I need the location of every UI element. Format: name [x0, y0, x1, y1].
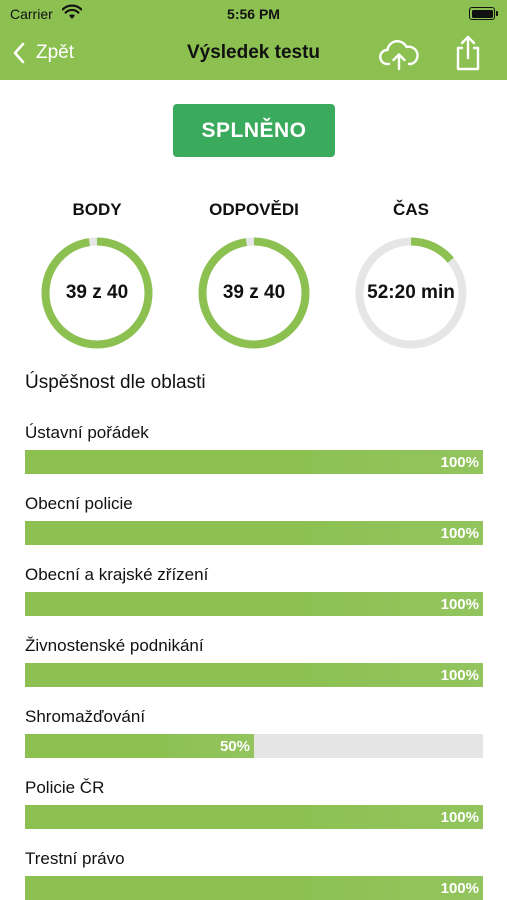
- area-percent-label: 50%: [219, 738, 250, 755]
- stat-value: 39 z 40: [222, 282, 286, 303]
- area-name: Shromažďování: [25, 707, 146, 726]
- area-progress-bar: 100%: [25, 663, 483, 687]
- area-percent-label: 100%: [440, 880, 479, 897]
- area-progress-fill: [25, 805, 483, 829]
- area-percent-label: 100%: [440, 454, 479, 471]
- stat-points: BODY 39 z 40: [27, 200, 167, 350]
- progress-ring: 39 z 40: [197, 236, 311, 350]
- area-row: Policie ČR 100%: [25, 775, 483, 846]
- page-title: Výsledek testu: [186, 42, 321, 63]
- area-name: Policie ČR: [25, 778, 105, 797]
- cloud-upload-icon[interactable]: [379, 36, 419, 72]
- stat-answers: ODPOVĚDI 39 z 40: [184, 200, 324, 350]
- area-percent-label: 100%: [440, 667, 479, 684]
- area-name: Ústavní pořádek: [25, 423, 149, 442]
- area-row: Živnostenské podnikání 100%: [25, 633, 483, 704]
- area-progress-bar: 100%: [25, 450, 483, 474]
- battery-icon: [469, 7, 498, 20]
- area-progress-fill: [25, 592, 483, 616]
- wifi-icon: [62, 4, 82, 19]
- area-name: Živnostenské podnikání: [25, 636, 204, 655]
- area-percent-label: 100%: [440, 525, 479, 542]
- area-progress-bar: 100%: [25, 592, 483, 616]
- clock: 5:56 PM: [227, 6, 280, 22]
- stat-time: ČAS 52:20 min: [341, 200, 481, 350]
- stat-label: ODPOVĚDI: [209, 200, 299, 219]
- area-name: Obecní policie: [25, 494, 133, 513]
- area-name: Obecní a krajské zřízení: [25, 565, 209, 584]
- stat-label: ČAS: [393, 200, 429, 219]
- carrier-label: Carrier: [10, 6, 53, 22]
- area-percent-label: 100%: [440, 596, 479, 613]
- status-bar: Carrier 5:56 PM: [0, 0, 507, 30]
- area-progress-bar: 100%: [25, 876, 483, 900]
- area-progress-fill: [25, 521, 483, 545]
- area-row: Ústavní pořádek 100%: [25, 420, 483, 491]
- back-label: Zpět: [36, 42, 75, 63]
- chevron-left-icon: [13, 42, 25, 64]
- area-list: Ústavní pořádek 100% Obecní policie 100%…: [25, 420, 483, 900]
- progress-ring: 52:20 min: [354, 236, 468, 350]
- area-row: Shromažďování 50%: [25, 704, 483, 775]
- area-name: Trestní právo: [25, 849, 125, 868]
- stat-value: 39 z 40: [65, 282, 129, 303]
- area-progress-fill: [25, 876, 483, 900]
- progress-ring: 39 z 40: [40, 236, 154, 350]
- area-progress-bar: 100%: [25, 521, 483, 545]
- area-row: Obecní policie 100%: [25, 491, 483, 562]
- area-row: Obecní a krajské zřízení 100%: [25, 562, 483, 633]
- stat-value: 52:20 min: [367, 282, 455, 303]
- area-progress-fill: [25, 734, 254, 758]
- area-progress-bar: 50%: [25, 734, 483, 758]
- area-percent-label: 100%: [440, 809, 479, 826]
- area-progress-fill: [25, 663, 483, 687]
- back-button[interactable]: Zpět: [12, 38, 74, 68]
- result-badge: SPLNĚNO: [173, 104, 335, 157]
- area-row: Trestní právo 100%: [25, 846, 483, 900]
- stat-label: BODY: [72, 200, 122, 219]
- share-icon[interactable]: [452, 34, 484, 72]
- area-progress-bar: 100%: [25, 805, 483, 829]
- navigation-bar: Zpět Výsledek testu: [0, 30, 507, 80]
- section-title: Úspěšnost dle oblasti: [25, 372, 206, 393]
- area-progress-fill: [25, 450, 483, 474]
